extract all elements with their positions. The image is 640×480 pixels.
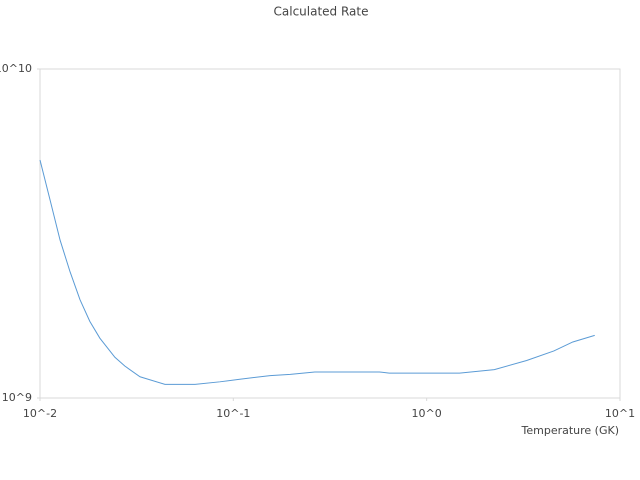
y-tick-label: 10^9 [2,391,32,404]
x-axis-title: Temperature (GK) [521,424,620,437]
y-tick-label: 10^10 [0,62,32,75]
x-tick-label: 10^-2 [23,407,57,420]
x-tick-label: 10^0 [412,407,442,420]
chart-title: Calculated Rate [274,5,369,19]
plot-area [39,68,621,399]
x-tick-label: 10^1 [605,407,635,420]
line-series [39,159,595,385]
x-tick-label: 10^-1 [216,407,250,420]
